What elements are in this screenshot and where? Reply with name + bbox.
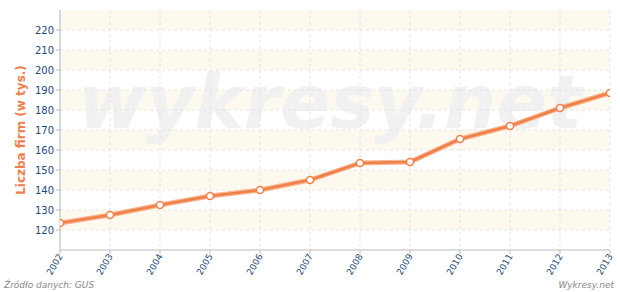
tick-label: 2002 — [45, 252, 65, 277]
tick-label: 2011 — [495, 252, 515, 277]
tick-label: 2013 — [595, 252, 615, 277]
bands — [60, 10, 610, 230]
marker — [457, 136, 464, 143]
axis-label: Liczba firm (w tys.) — [14, 65, 28, 195]
grid-line — [560, 10, 561, 250]
marker — [157, 202, 164, 209]
tick-label: 130 — [35, 205, 54, 216]
tick-label: 2006 — [245, 252, 265, 277]
tick-label: 120 — [35, 225, 54, 236]
tick — [56, 30, 60, 31]
tick — [60, 250, 61, 254]
marker — [60, 220, 64, 227]
tick — [56, 230, 60, 231]
tick — [56, 150, 60, 151]
tick-label: 2005 — [195, 252, 215, 277]
grid-line — [360, 10, 361, 250]
tick-label: 210 — [35, 45, 54, 56]
chart: wykresy.net12013014015016017018019020021… — [0, 0, 620, 292]
marker — [507, 123, 514, 130]
tick-label: 2003 — [95, 252, 115, 277]
line-glow — [60, 93, 610, 223]
tick-label: 170 — [35, 125, 54, 136]
grid-line — [460, 10, 461, 250]
series — [60, 90, 610, 227]
tick-label: 2009 — [395, 252, 415, 277]
tick — [56, 70, 60, 71]
grid-line — [60, 150, 610, 151]
grid-line — [610, 10, 611, 250]
credit: Wykresy.net — [558, 280, 614, 290]
y-ticks: 120 130 140 150 160 170 180 190 200 210 220 — [35, 25, 60, 236]
tick — [410, 250, 411, 254]
tick — [510, 250, 511, 254]
tick-label: 2012 — [545, 252, 565, 277]
tick — [56, 90, 60, 91]
grid-line — [60, 70, 610, 71]
tick — [110, 250, 111, 254]
tick-label: 2010 — [445, 252, 465, 277]
tick — [310, 250, 311, 254]
grid-line — [60, 30, 610, 31]
tick — [260, 250, 261, 254]
grid-line — [60, 130, 610, 131]
watermark: wykresy.net — [78, 59, 585, 145]
grid-line — [310, 10, 311, 250]
grid-line — [60, 230, 610, 231]
tick — [610, 250, 611, 254]
marker — [257, 187, 264, 194]
tick — [56, 210, 60, 211]
tick-label: 220 — [35, 25, 54, 36]
x-axis — [60, 250, 610, 251]
grid-line — [60, 190, 610, 191]
marker — [307, 177, 314, 184]
grid-line — [60, 90, 610, 91]
grid — [60, 10, 610, 250]
band — [60, 10, 610, 30]
line — [60, 93, 610, 223]
tick — [56, 110, 60, 111]
source: Źródło danych: GUS — [3, 279, 94, 290]
grid-line — [210, 10, 211, 250]
marker — [407, 159, 414, 166]
grid-line — [410, 10, 411, 250]
grid-line — [60, 50, 610, 51]
tick — [560, 250, 561, 254]
band — [60, 210, 610, 230]
tick-label: 190 — [35, 85, 54, 96]
tick — [56, 170, 60, 171]
tick-label: 2004 — [145, 252, 165, 277]
tick — [210, 250, 211, 254]
tick-label: 200 — [35, 65, 54, 76]
marker — [107, 212, 114, 219]
tick-label: 150 — [35, 165, 54, 176]
marker — [357, 160, 364, 167]
tick — [56, 190, 60, 191]
marker — [207, 193, 214, 200]
tick-label: 2007 — [295, 252, 315, 277]
tick — [460, 250, 461, 254]
grid-line — [60, 110, 610, 111]
marker — [607, 90, 611, 97]
marker — [557, 105, 564, 112]
x-ticks: 2002 2003 2004 2005 2006 2007 2008 2009 2010 2011… — [45, 250, 615, 277]
tick — [360, 250, 361, 254]
tick-label: 160 — [35, 145, 54, 156]
grid-line — [260, 10, 261, 250]
tick-label: 180 — [35, 105, 54, 116]
tick — [160, 250, 161, 254]
tick-label: 2008 — [345, 252, 365, 277]
grid-line — [160, 10, 161, 250]
tick-label: 140 — [35, 185, 54, 196]
tick — [56, 50, 60, 51]
tick — [56, 130, 60, 131]
